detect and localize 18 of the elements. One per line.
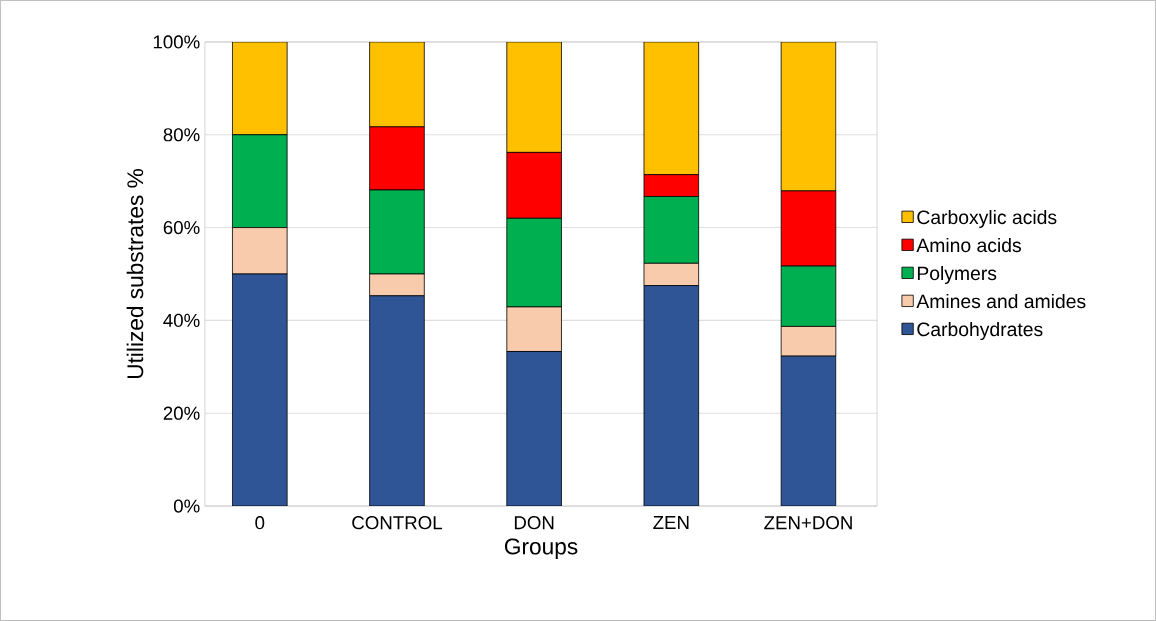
- y-tick-label: 80%: [163, 128, 200, 142]
- y-tick-label: 60%: [163, 220, 200, 235]
- x-tick-label: CONTROL: [352, 516, 442, 530]
- y-tick-label: 20%: [163, 406, 200, 420]
- x-tick-label: ZEN: [653, 516, 689, 529]
- y-tick-label: 0%: [173, 499, 200, 513]
- legend-label: Amines and amides: [916, 294, 1086, 309]
- x-axis-title: Groups: [504, 538, 578, 560]
- legend-label: Polymers: [917, 266, 997, 285]
- x-tick-label: 0: [255, 516, 265, 530]
- legend-label: Carboxylic acids: [917, 209, 1057, 229]
- y-axis-title: Utilized substrates %: [126, 169, 144, 379]
- x-tick-label: ZEN+DON: [764, 516, 852, 530]
- legend-label: Carbohydrates: [917, 322, 1043, 341]
- x-tick-label: DON: [514, 516, 554, 530]
- y-tick-label: 40%: [163, 313, 200, 328]
- y-tick-label: 100%: [153, 35, 200, 49]
- legend-label: Amino acids: [916, 238, 1021, 253]
